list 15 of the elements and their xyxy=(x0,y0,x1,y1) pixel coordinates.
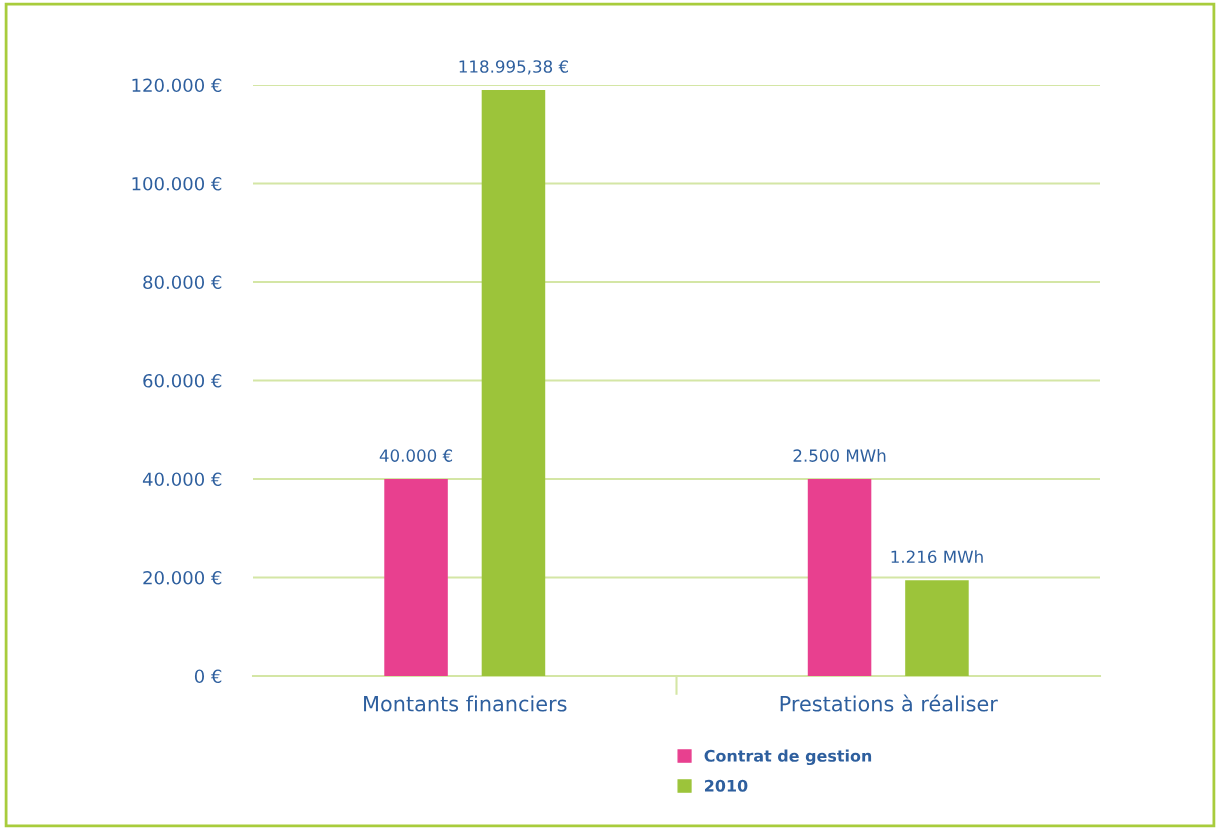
data-label: 2.500 MWh xyxy=(793,448,886,462)
x-tick-label: Prestations à réaliser xyxy=(780,694,998,712)
y-tick-label: 0 € xyxy=(194,669,222,684)
y-tick-label: 120.000 € xyxy=(132,78,222,93)
y-tick-label: 20.000 € xyxy=(143,570,222,585)
y-tick-label: 60.000 € xyxy=(143,373,222,388)
legend-label: Contrat de gestion xyxy=(704,749,872,766)
data-label: 40.000 € xyxy=(379,449,453,462)
y-tick-label: 80.000 € xyxy=(143,275,222,290)
legend-label: 2010 xyxy=(704,779,748,792)
data-label: 1.216 MWh xyxy=(891,550,983,564)
y-tick-label: 40.000 € xyxy=(142,472,222,487)
data-label: 118.995,38 € xyxy=(459,60,569,75)
y-tick-label: 100.000 € xyxy=(132,176,222,191)
x-tick-label: Montants financiers xyxy=(364,695,567,712)
